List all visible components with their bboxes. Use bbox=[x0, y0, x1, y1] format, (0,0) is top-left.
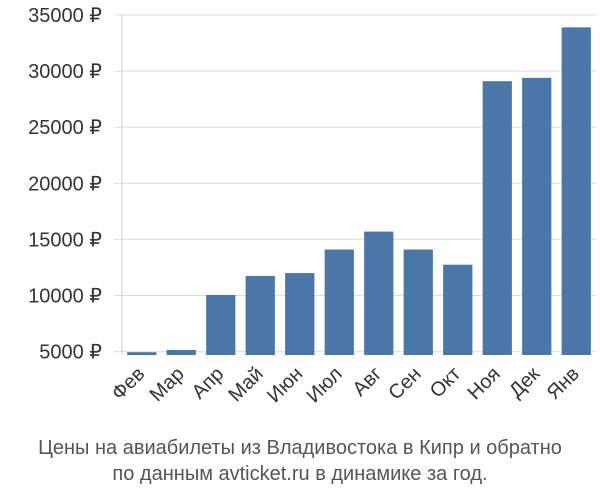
bar bbox=[443, 264, 473, 355]
bar bbox=[245, 275, 275, 355]
x-tick-label: Фев bbox=[108, 363, 150, 405]
x-tick-label: Янв bbox=[543, 363, 584, 404]
chart-caption-line-1: Цены на авиабилеты из Владивостока в Кип… bbox=[38, 437, 562, 459]
bar bbox=[561, 27, 591, 356]
bar bbox=[324, 249, 354, 355]
x-tick-label: Июл bbox=[303, 363, 347, 407]
x-tick-label: Ноя bbox=[463, 363, 504, 404]
y-tick-label: 20000 ₽ bbox=[28, 173, 102, 195]
x-tick-label: Дек bbox=[505, 363, 544, 402]
bar bbox=[127, 352, 157, 355]
x-tick-label: Июн bbox=[263, 363, 307, 407]
bar bbox=[364, 231, 394, 355]
bar bbox=[522, 77, 552, 355]
bar bbox=[482, 81, 512, 355]
y-tick-label: 35000 ₽ bbox=[28, 5, 102, 27]
y-tick-label: 25000 ₽ bbox=[28, 117, 102, 139]
y-tick-label: 10000 ₽ bbox=[28, 286, 102, 308]
bar bbox=[285, 273, 315, 355]
bar-chart: 5000 ₽ 10000 ₽ 15000 ₽ 20000 ₽ 25000 ₽ 30000 … bbox=[28, 5, 596, 407]
y-tick-labels: 5000 ₽ 10000 ₽ 15000 ₽ 20000 ₽ 25000 ₽ 30000 … bbox=[28, 5, 102, 364]
y-tick-label: 30000 ₽ bbox=[28, 61, 102, 83]
y-tick-label: 15000 ₽ bbox=[28, 229, 102, 251]
y-tick-label: 5000 ₽ bbox=[39, 342, 102, 364]
bar bbox=[206, 294, 236, 355]
x-tick-label: Авг bbox=[349, 363, 387, 401]
bar bbox=[166, 349, 196, 355]
x-tick-label: Апр bbox=[188, 363, 229, 404]
x-tick-label: Сен bbox=[384, 363, 425, 404]
gridlines bbox=[114, 14, 596, 353]
bars bbox=[127, 27, 591, 356]
x-tick-label: Мар bbox=[146, 363, 189, 406]
bar bbox=[403, 249, 433, 355]
x-tick-label: Май bbox=[225, 363, 268, 406]
chart-caption-line-2: по данным avticket.ru в динамике за год. bbox=[112, 463, 488, 485]
x-tick-label: Окт bbox=[426, 363, 465, 402]
